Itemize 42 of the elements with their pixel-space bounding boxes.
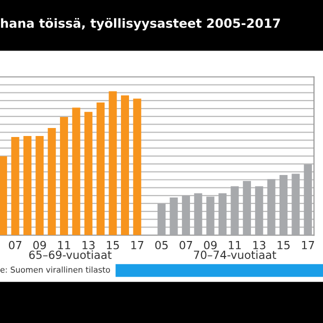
bar <box>292 174 300 236</box>
bar <box>133 98 142 236</box>
bar <box>23 136 32 236</box>
bar <box>96 102 105 236</box>
chart-title: hana töissä, työllisyysasteet 2005-2017 <box>1 18 280 30</box>
x-tick-label: 15 <box>278 241 290 250</box>
bar <box>158 204 166 236</box>
bar <box>267 179 276 236</box>
x-tick-label: 17 <box>302 241 314 250</box>
bar <box>230 186 239 236</box>
bar <box>194 193 202 236</box>
text: 65–69-vuotiaat <box>29 250 112 260</box>
x-tick-label: 17 <box>131 241 144 250</box>
bar <box>279 175 288 236</box>
x-tick-label: 05 <box>155 240 168 250</box>
bar <box>170 197 178 236</box>
bar <box>304 164 312 236</box>
x-tick-label: 13 <box>253 240 266 250</box>
x-tick-label: 07 <box>8 240 22 250</box>
x-tick-label: 13 <box>82 240 95 250</box>
x-tick-label: 11 <box>228 241 241 250</box>
text: 70–74-vuotiaat <box>194 250 276 260</box>
bar <box>11 137 20 236</box>
bar <box>218 193 227 236</box>
bar <box>48 128 56 236</box>
bar <box>84 112 92 236</box>
bar <box>36 136 44 236</box>
bar <box>72 108 80 236</box>
x-tick-label: 15 <box>106 241 119 250</box>
text: e: Suomen virallinen tilasto <box>0 266 110 273</box>
x-tick-label: 11 <box>58 241 70 250</box>
bar <box>60 117 68 236</box>
bar <box>242 181 251 236</box>
x-tick-label: 09 <box>33 240 46 250</box>
bar <box>120 95 130 236</box>
x-tick-label: 09 <box>204 240 217 250</box>
x-tick-label: 07 <box>180 240 192 250</box>
bar <box>182 196 190 236</box>
bar <box>206 196 214 236</box>
bar <box>255 186 264 236</box>
bar <box>0 156 8 236</box>
bar <box>108 91 117 236</box>
